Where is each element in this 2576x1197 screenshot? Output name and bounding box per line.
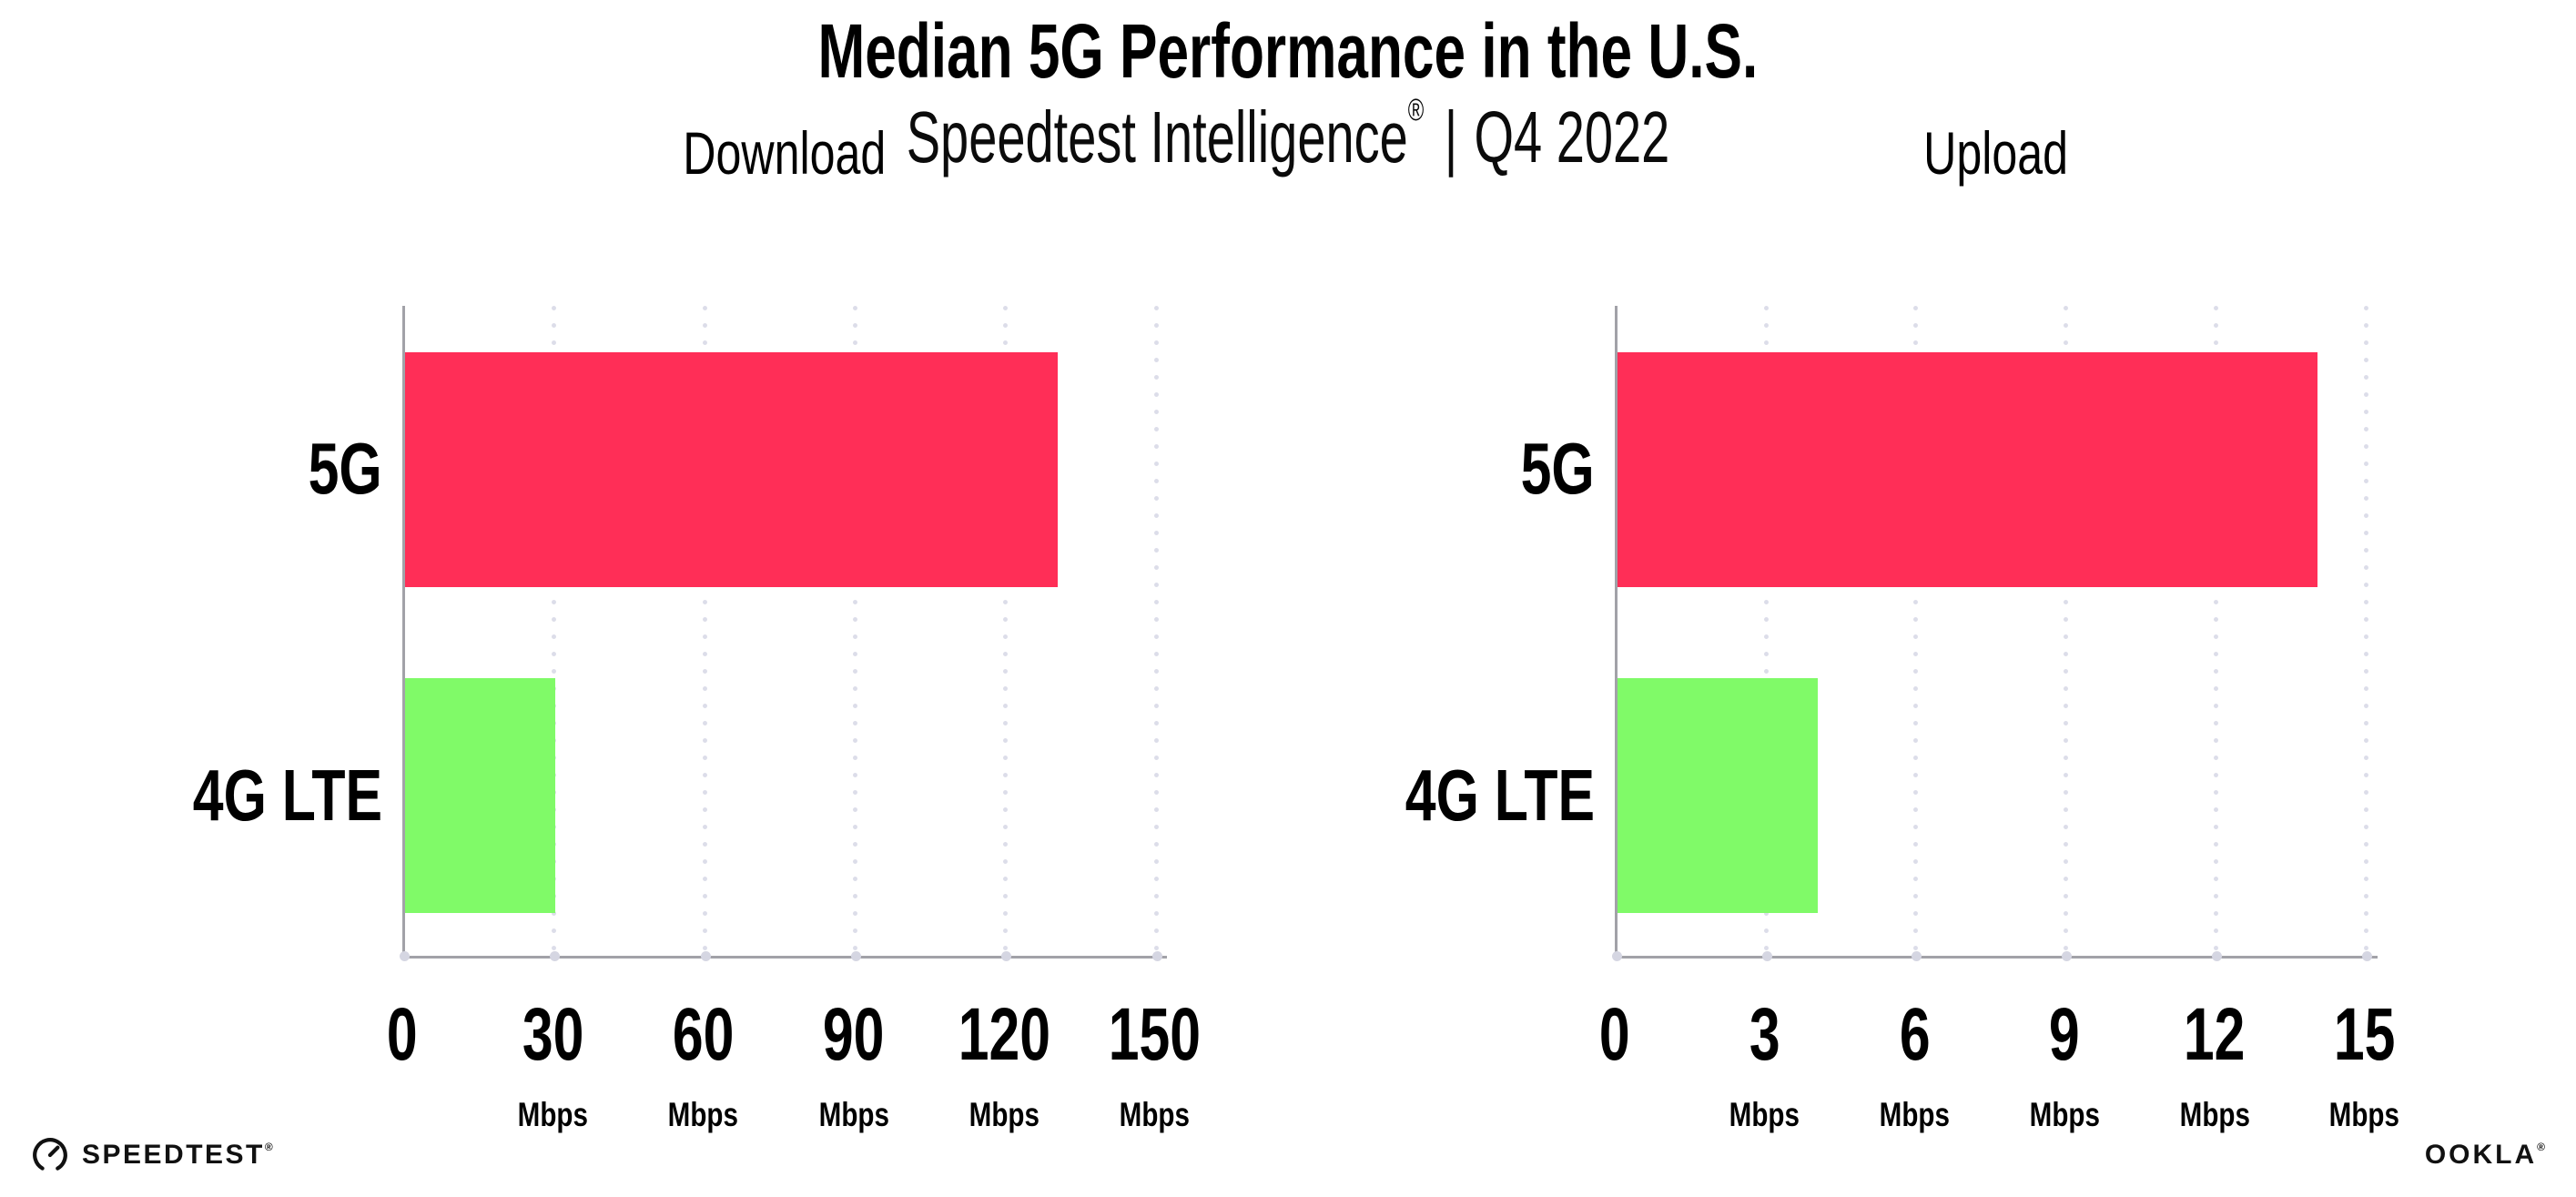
- speedtest-trademark-icon: ®: [264, 1141, 273, 1153]
- x-tick-label-120: 120: [958, 993, 1051, 1076]
- subtitle-product: Speedtest Intelligence: [906, 96, 1408, 178]
- page-title: Median 5G Performance in the U.S.: [0, 7, 2576, 96]
- axis-tick-dot-0: [1612, 951, 1622, 961]
- upload-chart-title: Upload: [1923, 119, 2069, 187]
- upload-category-label-5g: 5G: [1520, 428, 1595, 509]
- subtitle-divider: |: [1444, 96, 1458, 178]
- x-tick-unit-label: Mbps: [2029, 1096, 2100, 1133]
- x-tick-label-6: 6: [1899, 993, 1931, 1076]
- axis-tick-dot-60: [700, 951, 711, 961]
- x-tick-unit-label: Mbps: [2179, 1096, 2250, 1133]
- registered-trademark-icon: ®: [1407, 93, 1425, 127]
- x-tick-unit-label: Mbps: [517, 1096, 588, 1133]
- download-plot-area: [400, 306, 1167, 961]
- gridline-15: [2363, 306, 2368, 959]
- x-tick-unit-label: Mbps: [1120, 1096, 1191, 1133]
- axis-tick-dot-15: [2361, 951, 2372, 961]
- x-tick-unit-label: Mbps: [1729, 1096, 1800, 1133]
- gridline-30: [552, 306, 557, 959]
- page-title-text: Median 5G Performance in the U.S.: [817, 8, 1759, 94]
- bar-upload-4g-lte: [1618, 678, 1818, 913]
- upload-category-label-4g-lte: 4G LTE: [1405, 755, 1595, 836]
- x-tick-unit-label: Mbps: [818, 1096, 889, 1133]
- axis-tick-dot-3: [1761, 951, 1772, 961]
- x-tick-unit-label: Mbps: [668, 1096, 739, 1133]
- x-tick-label-30: 30: [522, 993, 584, 1076]
- x-tick-label-60: 60: [672, 993, 735, 1076]
- bar-upload-5g: [1618, 352, 2317, 587]
- download-chart-title: Download: [683, 119, 887, 187]
- subtitle-quarter: Q4 2022: [1474, 96, 1670, 178]
- gridline-9: [2064, 306, 2069, 959]
- bar-download-5g: [405, 352, 1058, 587]
- x-tick-label-3: 3: [1749, 993, 1780, 1076]
- x-tick-label-150: 150: [1109, 993, 1202, 1076]
- page-subtitle: Speedtest Intelligence® | Q4 2022: [0, 93, 2576, 179]
- gridline-60: [702, 306, 707, 959]
- ookla-wordmark: OOKLA®: [2424, 1140, 2545, 1170]
- x-tick-unit-label: Mbps: [969, 1096, 1040, 1133]
- axis-tick-dot-0: [400, 951, 410, 961]
- speedtest-wordmark: SPEEDTEST®: [82, 1140, 273, 1170]
- gridline-150: [1153, 306, 1159, 959]
- axis-tick-dot-30: [550, 951, 561, 961]
- x-tick-label-12: 12: [2184, 993, 2246, 1076]
- gridline-3: [1763, 306, 1769, 959]
- bar-download-4g-lte: [405, 678, 556, 913]
- gridline-120: [1003, 306, 1009, 959]
- speedtest-logo: SPEEDTEST®: [31, 1136, 273, 1174]
- x-tick-unit-label: Mbps: [2329, 1096, 2400, 1133]
- gridline-90: [853, 306, 858, 959]
- axis-tick-dot-120: [1001, 951, 1012, 961]
- upload-plot-area: [1612, 306, 2378, 961]
- x-tick-label-9: 9: [2049, 993, 2081, 1076]
- axis-tick-dot-12: [2211, 951, 2222, 961]
- ookla-logo: OOKLA®: [2425, 1140, 2545, 1171]
- axis-tick-dot-90: [851, 951, 862, 961]
- axis-tick-dot-9: [2062, 951, 2073, 961]
- x-tick-label-15: 15: [2333, 993, 2396, 1076]
- axis-tick-dot-6: [1912, 951, 1922, 961]
- speedtest-gauge-icon: [33, 1138, 67, 1172]
- axis-tick-dot-150: [1151, 951, 1162, 961]
- gridline-12: [2213, 306, 2218, 959]
- ookla-trademark-icon: ®: [2537, 1141, 2545, 1153]
- download-category-label-5g: 5G: [308, 428, 382, 509]
- page-subtitle-text: Speedtest Intelligence® | Q4 2022: [907, 93, 1670, 179]
- x-tick-label-0: 0: [387, 993, 418, 1076]
- x-tick-unit-label: Mbps: [1879, 1096, 1951, 1133]
- gridline-6: [1913, 306, 1919, 959]
- download-category-label-4g-lte: 4G LTE: [192, 755, 382, 836]
- x-tick-label-0: 0: [1599, 993, 1630, 1076]
- x-tick-label-90: 90: [823, 993, 885, 1076]
